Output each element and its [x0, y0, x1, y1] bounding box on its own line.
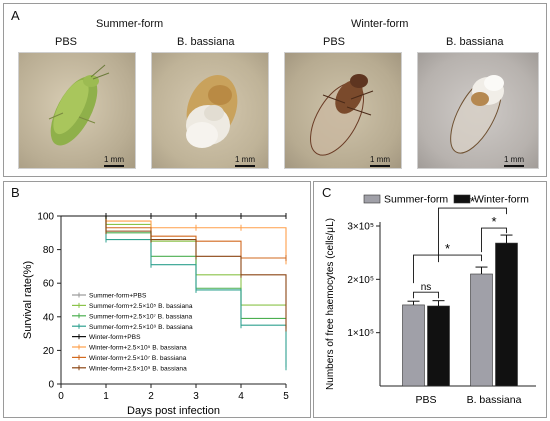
bar [495, 242, 518, 387]
scale-label: 1 mm [370, 155, 390, 164]
panel-c: C 1×10⁵ 2×10⁵ 3×10⁵ Numbers of free haemocy… [313, 181, 547, 418]
bar [470, 273, 493, 387]
insect-illustration [186, 75, 238, 148]
insect-illustration [48, 64, 110, 146]
survival-chart: 0 20 40 60 80 100 0 1 2 3 4 5 Days post infection Sur… [22, 212, 289, 418]
legend-swatch [453, 194, 471, 204]
winter-form-heading: Winter-form [351, 18, 409, 30]
scale-line [235, 165, 255, 167]
significance-label: * [470, 194, 475, 209]
significance-label: * [445, 241, 450, 256]
x-tick-label: 4 [238, 391, 244, 402]
y-tick-label: 2×10⁵ [347, 275, 374, 286]
y-tick-label: 20 [43, 346, 55, 357]
x-tick-label: PBS [415, 394, 436, 406]
summer-bbassiana-photo [151, 52, 269, 169]
x-tick-label: 1 [103, 391, 109, 402]
x-tick-label: 0 [58, 391, 64, 402]
legend-swatch [363, 194, 381, 204]
panel-a: A Summer-form Winter-form PBS B. bassian… [3, 3, 547, 177]
haemocyte-chart: 1×10⁵ 2×10⁵ 3×10⁵ Numbers of free haemocyte… [325, 194, 536, 406]
legend-label: Winter-form+PBS [89, 334, 141, 341]
significance-bracket [481, 227, 507, 253]
y-tick-label: 100 [37, 212, 54, 223]
panel-b: B 0 20 40 60 80 100 0 1 2 3 4 5 Days post infection S… [3, 181, 311, 418]
x-tick-label: 3 [193, 391, 199, 402]
y-axis-label: Survival rate(%) [22, 261, 34, 339]
series-line [61, 215, 286, 259]
significance-bracket [413, 254, 482, 284]
legend-label: Summer-form+2.5×10⁵ B. bassiana [89, 303, 193, 310]
scale-bar: 1 mm [370, 155, 390, 167]
legend-label: Summer-form+PBS [89, 293, 147, 300]
photo-label: B. bassiana [177, 36, 235, 48]
insect-illustration [450, 75, 504, 154]
photo-label: PBS [55, 36, 78, 48]
scale-label: 1 mm [104, 155, 124, 164]
summer-pbs-photo [18, 52, 136, 169]
bar [402, 304, 425, 387]
photo-label: B. bassiana [446, 36, 504, 48]
panel-label: A [11, 8, 20, 23]
series-line [61, 215, 287, 262]
insect-illustration [310, 74, 374, 156]
winter-bbassiana-photo [417, 52, 539, 169]
summer-form-heading: Summer-form [96, 18, 164, 30]
scale-line [504, 165, 524, 167]
x-tick-label: B. bassiana [467, 394, 522, 406]
significance-bracket [438, 207, 507, 263]
scale-line [370, 165, 390, 167]
legend-label: Winter-form+2.5×10⁹ B. bassiana [89, 365, 187, 372]
scale-label: 1 mm [235, 155, 255, 164]
y-tick-label: 1×10⁵ [347, 328, 374, 339]
scale-label: 1 mm [504, 155, 524, 164]
y-tick-label: 80 [43, 245, 55, 256]
bar [427, 305, 450, 387]
scale-bar: 1 mm [504, 155, 524, 167]
legend-label: Summer-form [384, 194, 448, 206]
photo-label: PBS [323, 36, 346, 48]
scale-line [104, 165, 124, 167]
x-tick-label: 5 [283, 391, 289, 402]
panel-label: C [322, 185, 332, 200]
significance-bracket [413, 291, 439, 299]
legend-label: Winter-form [474, 194, 529, 206]
x-axis-label: Days post infection [127, 405, 220, 417]
significance-label: * [491, 214, 496, 229]
legend-label: Summer-form+2.5×10⁹ B. bassiana [89, 324, 193, 331]
scale-bar: 1 mm [104, 155, 124, 167]
scale-bar: 1 mm [235, 155, 255, 167]
y-tick-label: 40 [43, 312, 55, 323]
x-tick-label: 2 [148, 391, 154, 402]
legend-label: Winter-form+2.5×10⁷ B. bassiana [89, 355, 187, 362]
significance-label: ns [421, 282, 432, 293]
y-axis-label: Numbers of free haemocytes (cells/μL) [325, 218, 336, 390]
legend-label: Winter-form+2.5×10⁵ B. bassiana [89, 345, 187, 352]
panel-label: B [11, 185, 20, 200]
winter-pbs-photo [284, 52, 402, 169]
y-tick-label: 0 [48, 380, 54, 391]
legend-label: Summer-form+2.5×10⁷ B. bassiana [89, 313, 193, 320]
y-tick-label: 3×10⁵ [347, 222, 374, 233]
y-tick-label: 60 [43, 279, 55, 290]
series-line [61, 215, 287, 329]
